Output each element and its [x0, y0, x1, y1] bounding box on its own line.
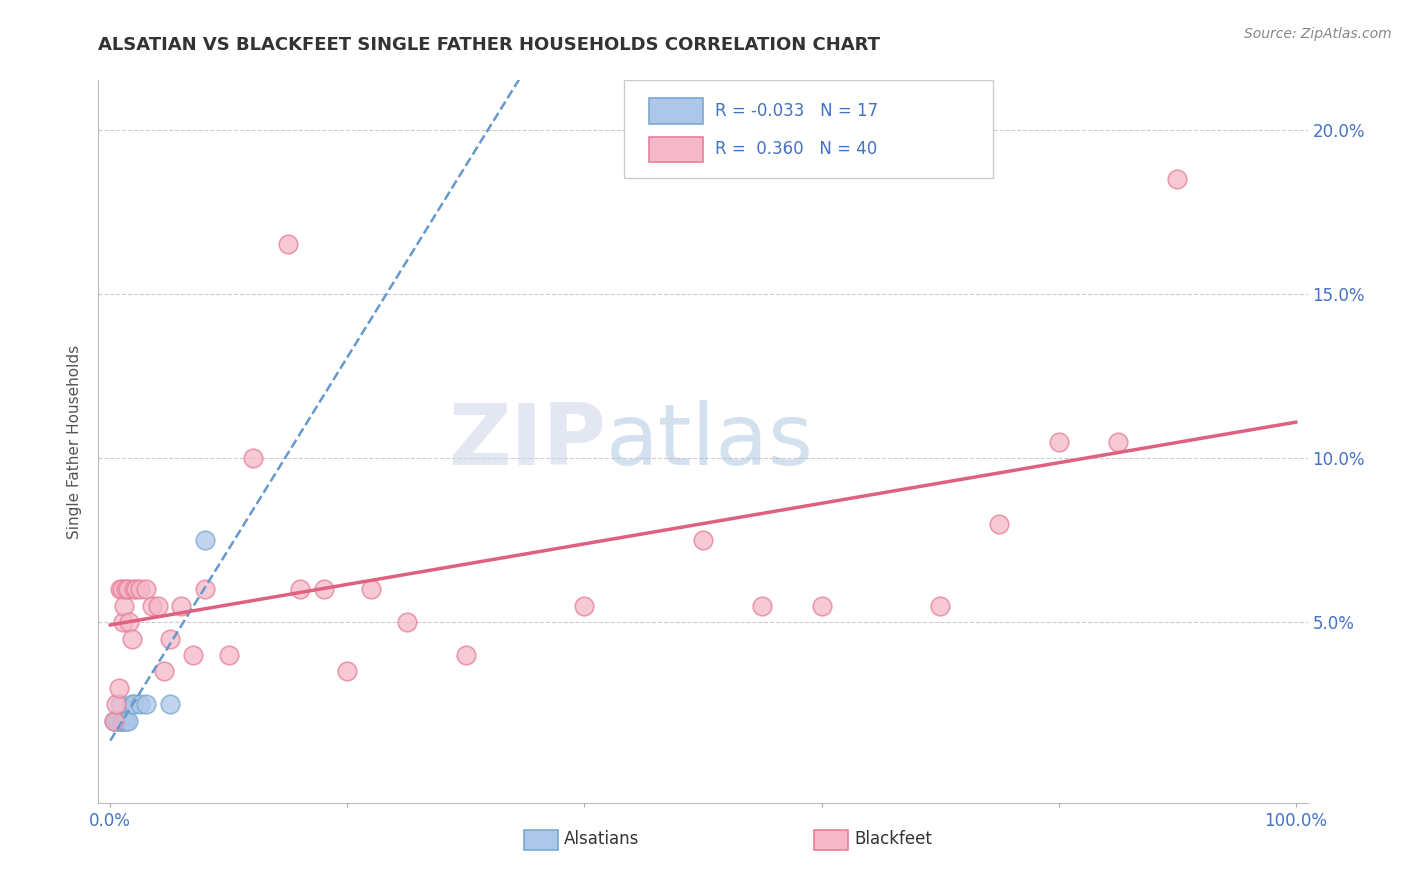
FancyBboxPatch shape	[524, 830, 558, 850]
Point	[103, 714, 125, 728]
FancyBboxPatch shape	[648, 98, 703, 124]
Y-axis label: Single Father Households: Single Father Households	[67, 344, 83, 539]
Point	[105, 714, 128, 728]
Point	[159, 632, 181, 646]
Point	[574, 599, 596, 613]
Point	[107, 681, 129, 695]
FancyBboxPatch shape	[814, 830, 848, 850]
Point	[454, 648, 477, 662]
Point	[114, 714, 136, 728]
Text: Source: ZipAtlas.com: Source: ZipAtlas.com	[1244, 27, 1392, 41]
Point	[114, 582, 136, 597]
Text: Alsatians: Alsatians	[564, 830, 640, 848]
Point	[135, 582, 157, 597]
Point	[336, 665, 359, 679]
Point	[360, 582, 382, 597]
Point	[141, 599, 163, 613]
Point	[107, 714, 129, 728]
Point	[152, 665, 174, 679]
Point	[194, 582, 217, 597]
Point	[105, 714, 128, 728]
Point	[312, 582, 335, 597]
FancyBboxPatch shape	[648, 136, 703, 162]
Point	[121, 698, 143, 712]
Point	[121, 632, 143, 646]
Point	[194, 533, 217, 547]
Point	[125, 582, 148, 597]
Point	[108, 582, 131, 597]
Point	[129, 698, 152, 712]
Point	[110, 714, 132, 728]
Point	[112, 714, 135, 728]
Point	[111, 582, 134, 597]
Point	[218, 648, 240, 662]
Point	[242, 450, 264, 465]
Point	[135, 698, 157, 712]
Point	[146, 599, 169, 613]
Point	[395, 615, 418, 630]
Text: Blackfeet: Blackfeet	[855, 830, 932, 848]
Text: atlas: atlas	[606, 400, 814, 483]
Point	[105, 698, 128, 712]
Point	[103, 714, 125, 728]
Point	[181, 648, 204, 662]
Point	[988, 516, 1011, 531]
FancyBboxPatch shape	[624, 80, 993, 178]
Point	[810, 599, 832, 613]
Text: R = -0.033   N = 17: R = -0.033 N = 17	[716, 102, 879, 120]
Text: ZIP: ZIP	[449, 400, 606, 483]
Point	[170, 599, 193, 613]
Point	[122, 582, 145, 597]
Point	[1107, 434, 1129, 449]
Point	[114, 599, 136, 613]
Point	[929, 599, 952, 613]
Point	[114, 714, 136, 728]
Point	[277, 237, 299, 252]
Point	[159, 698, 181, 712]
Point	[692, 533, 714, 547]
Text: ALSATIAN VS BLACKFEET SINGLE FATHER HOUSEHOLDS CORRELATION CHART: ALSATIAN VS BLACKFEET SINGLE FATHER HOUS…	[98, 36, 880, 54]
Point	[117, 582, 139, 597]
Point	[111, 714, 134, 728]
Point	[122, 698, 145, 712]
Point	[751, 599, 773, 613]
Point	[1166, 171, 1188, 186]
Point	[288, 582, 311, 597]
Point	[117, 714, 139, 728]
Point	[129, 582, 152, 597]
Point	[1047, 434, 1070, 449]
Point	[108, 698, 131, 712]
Point	[112, 615, 135, 630]
Point	[118, 615, 141, 630]
Text: R =  0.360   N = 40: R = 0.360 N = 40	[716, 140, 877, 158]
